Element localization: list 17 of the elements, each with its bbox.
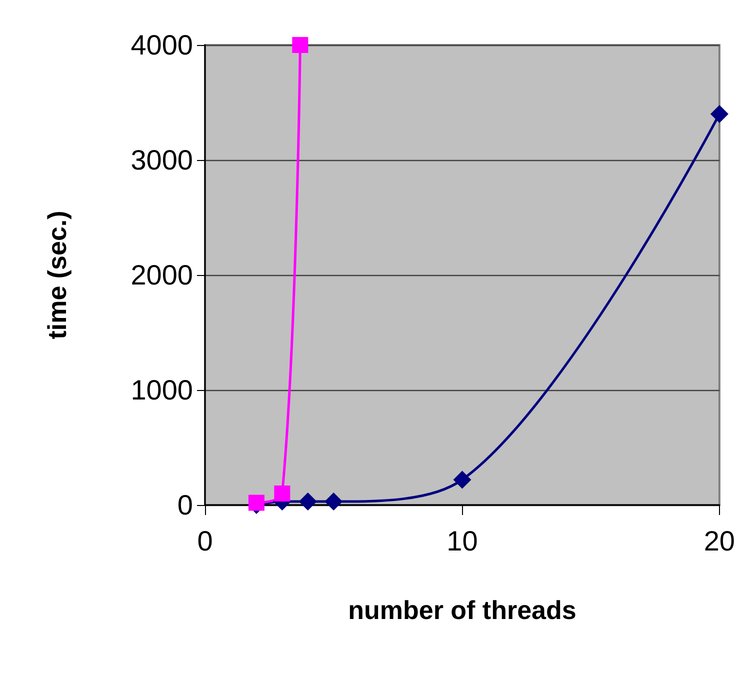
point <box>292 37 308 53</box>
y-tick-label: 2000 <box>130 260 193 290</box>
x-tick-label: 0 <box>197 526 213 556</box>
y-tick-label: 0 <box>177 490 193 520</box>
x-axis-title: number of threads <box>348 595 576 625</box>
point <box>453 470 472 489</box>
point <box>710 105 728 123</box>
y-tick-label: 1000 <box>130 374 193 406</box>
point <box>248 494 264 511</box>
y-tick-label: 3000 <box>130 144 193 176</box>
point <box>274 486 290 502</box>
y-tick-label: 4000 <box>130 30 193 60</box>
x-tick-label: 10 <box>446 526 478 556</box>
y-axis-title: time (sec.) <box>42 210 72 340</box>
point <box>324 492 343 511</box>
point <box>298 492 317 511</box>
x-tick-label: 20 <box>704 526 736 556</box>
